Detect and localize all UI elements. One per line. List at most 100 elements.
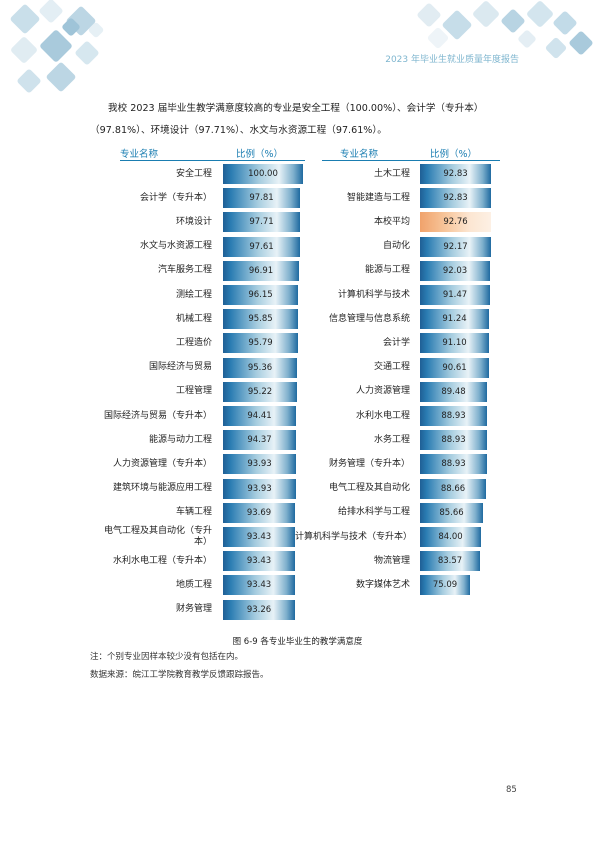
major-label: 能源与工程 [364,265,410,276]
decorative-tile [88,22,104,38]
major-label: 工程造价 [175,337,212,348]
bar-value-label: 92.76 [443,217,468,228]
satisfaction-bar: 97.61 [223,236,300,257]
satisfaction-bar: 91.47 [420,285,490,305]
major-label: 工程管理 [175,386,212,397]
col-header-rule-left [120,160,305,161]
bar-value-label: 89.48 [441,386,466,397]
bar-value-label: 75.09 [432,580,458,591]
bar-value-label: 97.71 [249,217,274,228]
satisfaction-bar: 83.57 [420,551,480,572]
figure-caption: 图 6-9 各专业毕业生的教学满意度 [232,637,363,647]
bar-value-label: 93.26 [246,604,272,615]
major-label: 给排水科学与工程 [337,507,410,518]
satisfaction-bar: 92.83 [420,164,491,184]
decorative-tile [62,18,80,36]
major-label: 安全工程 [175,168,212,179]
major-label: 环境设计 [175,216,212,227]
satisfaction-bar: 93.69 [223,502,295,523]
satisfaction-bar: 94.37 [223,430,296,451]
bar-value-label: 92.83 [443,169,468,179]
decorative-tile [40,30,72,62]
satisfaction-bar: 97.81 [223,188,300,209]
bar-value-label: 93.43 [246,556,272,567]
col-header-major-right: 专业名称 [340,149,379,160]
major-label: 财务管理（专升本） [328,458,410,469]
satisfaction-bar: 75.09 [420,575,470,596]
major-label: 智能建造与工程 [346,192,410,203]
satisfaction-bar: 93.43 [223,527,295,547]
bar-value-label: 94.37 [247,435,272,446]
major-label: 水利水电工程 [355,410,410,421]
report-header-title: 2023 年毕业生就业质量年度报告 [385,55,519,65]
bar-value-label: 85.66 [439,507,464,518]
decorative-tile [75,41,99,65]
satisfaction-bar: 88.66 [420,478,486,499]
bar-value-label: 93.43 [246,580,272,591]
bar-value-label: 95.79 [248,338,273,349]
major-label: 人力资源管理 [355,386,410,397]
satisfaction-bar: 88.93 [420,454,487,475]
satisfaction-bar: 93.43 [223,551,295,572]
bar-value-label: 91.24 [442,314,467,325]
bar-value-label: 92.83 [443,193,468,204]
bar-value-label: 91.47 [442,290,468,300]
decorative-tile [501,9,525,33]
major-label: 地质工程 [175,579,212,590]
col-header-rule-right [322,160,500,161]
satisfaction-bar: 92.83 [420,188,491,209]
major-label: 电气工程及其自动化 [328,483,410,494]
decorative-tile [553,11,577,35]
major-label: 计算机科学与技术（专升本） [295,531,413,542]
bar-value-label: 97.81 [249,193,274,204]
decorative-tile [518,30,536,48]
major-label: 自动化 [382,241,410,252]
bar-value-label: 93.69 [246,507,272,518]
major-label: 物流管理 [373,555,410,566]
satisfaction-bar: 95.22 [223,381,297,402]
decorative-tile [527,1,553,27]
major-label: 国际经济与贸易（专升本） [103,410,212,421]
major-label: 水务工程 [373,434,410,445]
intro-paragraph: 我校 2023 届毕业生教学满意度较高的专业是安全工程（100.00%）、会计学… [90,103,484,136]
page-number: 85 [506,785,517,795]
major-label: 能源与动力工程 [148,434,212,445]
satisfaction-bar: 95.85 [223,309,298,330]
bar-value-label: 92.17 [443,241,468,252]
bar-value-label: 93.93 [247,459,272,470]
col-header-major-left: 专业名称 [120,149,159,160]
decorative-tile [417,3,441,27]
decorative-tile [66,6,96,36]
decorative-tile [442,10,472,40]
satisfaction-bar: 93.26 [223,599,295,620]
major-label: 会计学 [382,337,410,348]
satisfaction-bar: 91.10 [420,333,489,354]
major-label: 机械工程 [175,313,212,324]
satisfaction-bar: 85.66 [420,502,483,523]
satisfaction-bar: 95.79 [223,333,298,354]
bar-value-label: 100.00 [248,169,278,179]
bar-value-label: 95.85 [248,314,273,325]
major-label: 计算机科学与技术 [337,289,410,300]
satisfaction-bar: 88.93 [420,406,487,426]
major-label: 水文与水资源工程 [139,241,212,252]
decorative-tile [569,31,593,55]
note-sample: 注：个别专业因样本较少没有包括在内。 [90,652,244,662]
major-label: 会计学（专升本） [139,192,212,203]
decorative-tile [17,69,41,93]
major-label: 财务管理 [175,604,212,615]
bar-value-label: 91.10 [442,338,467,349]
satisfaction-bar: 95.36 [223,357,297,378]
col-header-ratio-right: 比例（%） [430,149,478,160]
satisfaction-bar: 88.93 [420,430,487,451]
satisfaction-bar: 90.61 [420,357,489,378]
major-label: 信息管理与信息系统 [328,313,410,324]
decorative-tile [473,1,499,27]
major-label: 水利水电工程（专升本） [112,555,212,566]
satisfaction-bar: 84.00 [420,527,481,547]
major-label: 交通工程 [373,362,410,373]
satisfaction-bar: 93.93 [223,454,296,475]
satisfaction-bar: 94.41 [223,406,296,426]
satisfaction-bar: 97.71 [223,212,300,233]
satisfaction-bar: 96.91 [223,260,299,281]
